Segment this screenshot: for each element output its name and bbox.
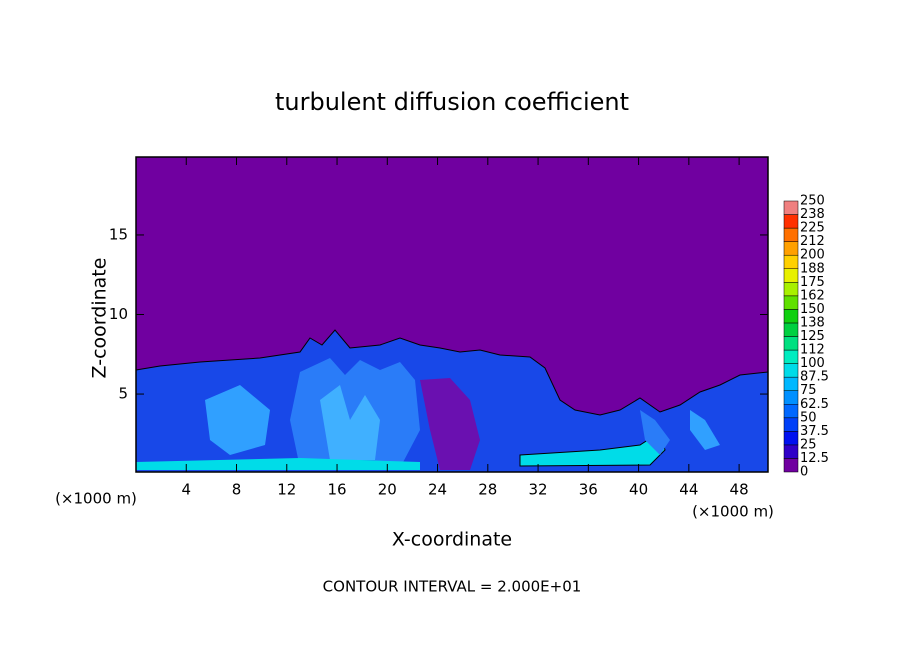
colorbar-label: 62.5 [800, 397, 829, 412]
x-tick-label: 4 [181, 481, 191, 499]
colorbar-label: 50 [800, 410, 817, 425]
footer-note: CONTOUR INTERVAL = 2.000E+01 [323, 578, 582, 596]
y-tick-label: 15 [109, 225, 128, 243]
x-tick-label: 12 [277, 481, 296, 499]
x-tick-label: 16 [327, 481, 346, 499]
field-region [420, 378, 480, 470]
colorbar-label: 100 [800, 356, 825, 371]
x-tick-label: 8 [232, 481, 242, 499]
x-tick-label: 28 [478, 481, 497, 499]
field-region [320, 385, 380, 460]
colorbar-band [783, 390, 799, 405]
colorbar-label: 162 [800, 288, 825, 303]
colorbar-label: 87.5 [800, 370, 829, 385]
x-unit: (×1000 m) [692, 503, 774, 521]
colorbar-label: 112 [800, 343, 825, 358]
x-tick-label: 24 [428, 481, 447, 499]
colorbar-band [783, 282, 799, 297]
colorbar-band [783, 254, 799, 269]
colorbar-band [783, 404, 799, 419]
colorbar-label: 200 [800, 248, 825, 263]
chart-title: turbulent diffusion coefficient [275, 88, 629, 116]
y-tick-label: 5 [118, 385, 128, 403]
colorbar-band [783, 309, 799, 324]
colorbar-band [783, 322, 799, 337]
colorbar-label: 37.5 [800, 424, 829, 439]
colorbar-band [783, 458, 799, 473]
colorbar-label: 25 [800, 437, 817, 452]
colorbar-band [783, 417, 799, 432]
colorbar-label: 188 [800, 261, 825, 276]
colorbar-label: 225 [800, 221, 825, 236]
x-axis-label: X-coordinate [392, 529, 512, 551]
colorbar-label: 250 [800, 194, 825, 209]
colorbar-band [783, 431, 799, 446]
colorbar-label: 0 [800, 465, 808, 480]
colorbar-band [783, 214, 799, 229]
field-region [136, 458, 420, 470]
x-tick-label: 32 [529, 481, 548, 499]
colorbar-band [783, 241, 799, 256]
colorbar-label: 175 [800, 275, 825, 290]
field-region [690, 410, 720, 450]
colorbar-label: 238 [800, 207, 825, 222]
colorbar-label: 12.5 [800, 451, 829, 466]
field [135, 157, 769, 473]
colorbar-label: 212 [800, 234, 825, 249]
x-unit: (×1000 m) [55, 490, 137, 508]
field-region [640, 410, 670, 455]
colorbar-band [783, 376, 799, 391]
colorbar-band [783, 227, 799, 242]
colorbar-band [783, 295, 799, 310]
colorbar-band [783, 349, 799, 364]
colorbar-band [783, 363, 799, 378]
colorbar-label: 150 [800, 302, 825, 317]
colorbar-label: 138 [800, 315, 825, 330]
x-tick-label: 40 [629, 481, 648, 499]
colorbar-band [783, 200, 799, 215]
x-tick-label: 20 [378, 481, 397, 499]
colorbar-band [783, 268, 799, 283]
x-tick-label: 36 [579, 481, 598, 499]
x-tick-label: 48 [730, 481, 749, 499]
field-region [205, 385, 270, 455]
y-axis-label: Z-coordinate [89, 258, 111, 379]
colorbar-band [783, 336, 799, 351]
y-tick-label: 10 [109, 305, 128, 323]
colorbar-band [783, 444, 799, 459]
x-tick-label: 44 [679, 481, 698, 499]
colorbar-label: 125 [800, 329, 825, 344]
colorbar-label: 75 [800, 383, 817, 398]
